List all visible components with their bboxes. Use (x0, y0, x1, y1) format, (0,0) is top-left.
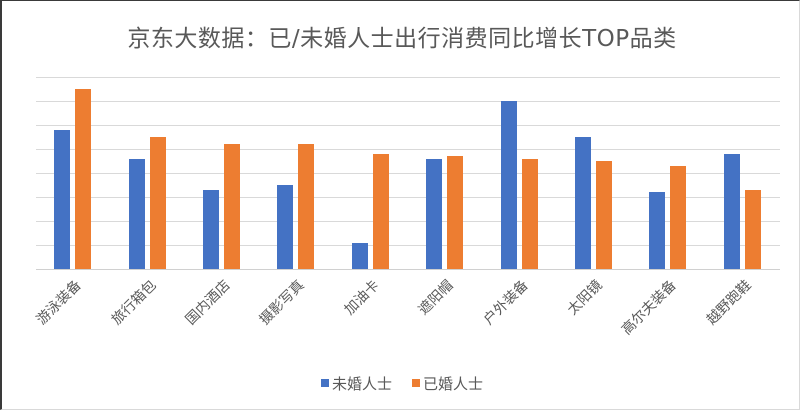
bar-married (298, 144, 315, 269)
gridline (36, 101, 780, 102)
legend: 未婚人士 已婚人士 (2, 373, 800, 394)
legend-label: 未婚人士 (331, 375, 392, 393)
bar-married (521, 158, 538, 269)
bar-unmarried (575, 137, 591, 269)
bar-unmarried (54, 129, 71, 269)
gridline (36, 125, 780, 126)
legend-swatch-icon (320, 379, 329, 387)
legend-item: 未婚人士 (320, 373, 392, 394)
bar-unmarried (723, 153, 740, 269)
bar-married (75, 89, 92, 269)
gridline (36, 197, 780, 198)
bar-unmarried (351, 242, 368, 269)
bar-unmarried (277, 185, 294, 269)
bar-unmarried (426, 158, 443, 269)
bar-married (224, 144, 240, 269)
bar-married (744, 189, 761, 269)
bar-unmarried (500, 101, 517, 269)
legend-item: 已婚人士 (412, 373, 483, 394)
gridline (36, 149, 780, 150)
x-axis-label: 太阳镜 (564, 277, 606, 319)
legend-swatch-icon (412, 379, 420, 387)
x-axis-label: 越野跑鞋 (703, 277, 755, 329)
bar-unmarried (128, 158, 145, 269)
bar-married (670, 165, 687, 269)
x-axis-label: 旅行箱包 (108, 277, 160, 329)
gridline (36, 173, 780, 174)
bar-married (447, 156, 464, 269)
x-axis-line (36, 269, 780, 270)
x-axis-label: 加油卡 (341, 277, 383, 319)
gridline (36, 221, 780, 222)
chart-title: 京东大数据：已/未婚人士出行消费同比增长TOP品类 (127, 26, 677, 52)
gridline (36, 245, 780, 246)
x-axis-label: 摄影写真 (257, 277, 309, 329)
x-axis-label: 高尔夫装备 (619, 277, 681, 339)
bar-married (149, 137, 166, 269)
legend-label: 已婚人士 (423, 375, 484, 393)
bar-married (596, 161, 612, 269)
x-axis-label: 国内酒店 (182, 277, 234, 329)
x-axis-label: 遮阳帽 (415, 277, 457, 319)
bar-unmarried (649, 192, 666, 269)
x-axis-label: 户外装备 (480, 277, 532, 329)
gridline (36, 77, 780, 78)
x-axis-label: 游泳装备 (33, 277, 85, 329)
bar-unmarried (203, 189, 219, 269)
bar-married (372, 153, 389, 269)
